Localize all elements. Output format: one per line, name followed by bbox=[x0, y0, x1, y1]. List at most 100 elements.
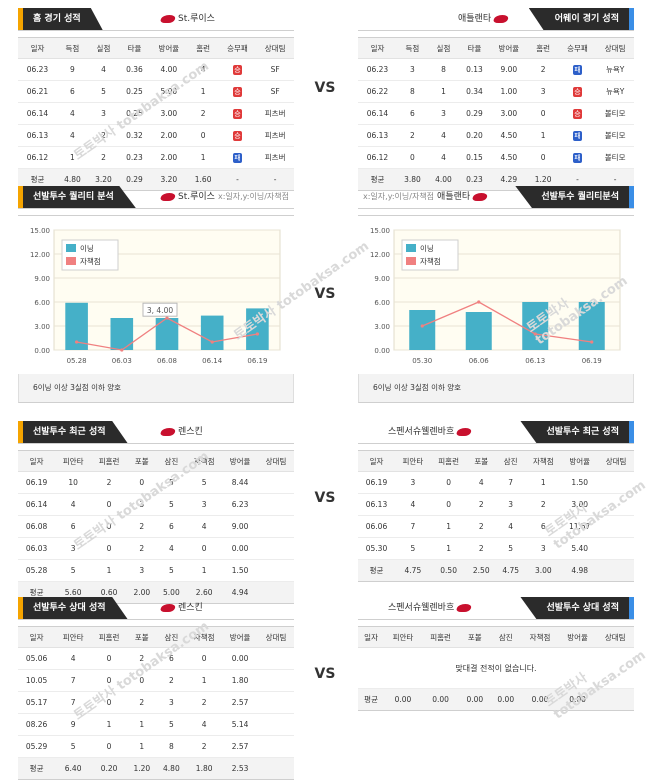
table-cell: 3 bbox=[427, 102, 459, 125]
average-cell: 1.60 bbox=[187, 168, 219, 191]
table-cell: 2 bbox=[525, 493, 562, 516]
chart-subtitle: x:일자,y:이닝/자책점 bbox=[217, 192, 289, 201]
column-header: 일자 bbox=[358, 626, 385, 648]
earned-runs-point bbox=[120, 348, 124, 352]
column-header: 자책점 bbox=[186, 626, 223, 648]
x-tick-label: 06.19 bbox=[247, 357, 267, 365]
table-cell: 3.00 bbox=[561, 493, 599, 516]
average-cell: 3.20 bbox=[149, 168, 188, 191]
panel-header: 선발투수 최근 성적 렌스킨 bbox=[18, 421, 294, 444]
table-cell: 0 bbox=[91, 669, 127, 692]
pitcher-quality-panel-right: x:일자,y:이닝/자책점 애틀랜타 선발투수 퀄리티분석 0.00 3.00 6.0… bbox=[358, 186, 634, 403]
braves-logo-icon bbox=[455, 427, 473, 436]
table-header-row: 일자 피안타 피홈런 포볼 삼진 자책점 방어율 상대팀 bbox=[358, 626, 634, 648]
average-cell: 3.80 bbox=[396, 168, 428, 191]
table-cell: 뉴욕Y bbox=[596, 58, 634, 81]
column-header: 승무패 bbox=[218, 37, 257, 59]
average-row: 평균 0.00 0.00 0.00 0.00 0.00 0.00 bbox=[358, 688, 634, 711]
legend-label: 이닝 bbox=[80, 243, 94, 253]
column-header: 일자 bbox=[358, 37, 397, 59]
table-row: 06.08 6 0 2 6 4 9.00 bbox=[18, 515, 294, 538]
team-label: 렌스킨 bbox=[158, 597, 203, 619]
x-tick-label: 06.13 bbox=[525, 357, 545, 365]
column-header: 상대팀 bbox=[256, 37, 294, 59]
table-cell: 06.14 bbox=[18, 493, 56, 516]
earned-runs-point bbox=[255, 332, 259, 336]
table-cell: 0.20 bbox=[458, 124, 490, 147]
panel-title: 선발투수 최근 성적 bbox=[18, 421, 128, 443]
table-cell: 4 bbox=[56, 124, 88, 147]
average-cell: 4.00 bbox=[427, 168, 459, 191]
average-cell: 2.50 bbox=[466, 559, 496, 582]
x-tick-label: 06.14 bbox=[202, 357, 223, 365]
column-header: 자책점 bbox=[525, 450, 562, 472]
x-tick-label: 06.06 bbox=[469, 357, 490, 365]
earned-runs-point bbox=[165, 316, 169, 320]
table-cell: 0 bbox=[91, 647, 127, 670]
table-cell: 1 bbox=[91, 713, 127, 736]
average-cell: 3.00 bbox=[525, 559, 562, 582]
table-cell: 0.34 bbox=[458, 80, 490, 103]
table-cell: 6 bbox=[156, 515, 187, 538]
table-cell: 1 bbox=[127, 713, 157, 736]
table-cell: 3.00 bbox=[149, 102, 188, 125]
table-cell: 2 bbox=[127, 515, 157, 538]
table-cell: 0 bbox=[187, 124, 219, 147]
earned-runs-point bbox=[477, 300, 481, 304]
team-name: St.루이스 bbox=[178, 14, 215, 24]
table-cell: 2.00 bbox=[149, 146, 188, 169]
panel-title: 선발투수 최근 성적 bbox=[520, 421, 634, 443]
average-cell: - bbox=[218, 168, 257, 191]
table-row: 06.21 6 5 0.25 5.00 1 승 SF bbox=[18, 80, 294, 103]
average-cell: 평균 bbox=[18, 757, 56, 780]
table-cell: 5.14 bbox=[222, 713, 259, 736]
column-header: 홈런 bbox=[527, 37, 559, 59]
y-tick-label: 6.00 bbox=[34, 299, 50, 307]
column-header: 피안타 bbox=[55, 626, 92, 648]
table-cell: 11.57 bbox=[561, 515, 599, 538]
average-cell: 4.29 bbox=[489, 168, 528, 191]
table-cell: 0 bbox=[91, 691, 127, 714]
table-cell: 4 bbox=[466, 471, 496, 494]
earned-runs-point bbox=[533, 332, 537, 336]
average-cell bbox=[598, 559, 634, 582]
table-cell: 3 bbox=[525, 537, 562, 560]
home-record-panel: 홈 경기 성적 St.루이스 일자 득점 실점 타율 방어율 홈런 승무패 상대팀 06.23 9… bbox=[18, 8, 294, 191]
result-badge: 승 bbox=[232, 108, 242, 119]
column-header: 삼진 bbox=[156, 450, 187, 472]
table-cell: 3 bbox=[156, 691, 187, 714]
table-cell: 5 bbox=[186, 471, 223, 494]
average-row: 평균 6.40 0.20 1.20 4.80 1.80 2.53 bbox=[18, 757, 294, 780]
pitcher-recent-panel-left: 선발투수 최근 성적 렌스킨 일자 피안타 피홈런 포볼 삼진 자책점 방어율 상대팀 06.1… bbox=[18, 421, 294, 604]
table-cell: 1 bbox=[186, 669, 223, 692]
legend-swatch-er bbox=[406, 257, 416, 265]
table-cell: 7 bbox=[394, 515, 431, 538]
cardinals-logo-icon bbox=[159, 192, 177, 201]
away-record-panel: 애틀랜타 어웨이 경기 성적 일자 득점 실점 타율 방어율 홈런 승무패 상대팀 06.23 3… bbox=[358, 8, 634, 191]
chart-subtitle: x:일자,y:이닝/자책점 bbox=[363, 192, 435, 201]
result-badge: 승 bbox=[572, 108, 582, 119]
panel-header: 선발투수 퀄리티 분석 St.루이스 x:일자,y:이닝/자책점 bbox=[18, 186, 294, 209]
table-cell-result: 패 bbox=[558, 58, 597, 81]
table-cell: 0.25 bbox=[118, 102, 150, 125]
table-row: 05.29 5 0 1 8 2 2.57 bbox=[18, 735, 294, 758]
table-cell: 2 bbox=[87, 124, 119, 147]
vs-label: VS bbox=[314, 490, 336, 506]
table-cell: 볼티모 bbox=[596, 102, 634, 125]
table-cell: 4 bbox=[87, 58, 119, 81]
earned-runs-point bbox=[210, 340, 214, 344]
average-cell: 2.53 bbox=[222, 757, 259, 780]
table-cell: 06.06 bbox=[358, 515, 395, 538]
table-cell: 0 bbox=[91, 735, 127, 758]
innings-bar bbox=[465, 312, 492, 350]
table-cell: 1.00 bbox=[489, 80, 528, 103]
result-badge: 승 bbox=[232, 64, 242, 75]
column-header: 타율 bbox=[458, 37, 490, 59]
braves-logo-icon bbox=[471, 192, 489, 201]
table-cell: 1 bbox=[427, 80, 459, 103]
table-cell: 0 bbox=[127, 669, 157, 692]
column-header: 포볼 bbox=[127, 450, 157, 472]
table-row: 05.30 5 1 2 5 3 5.40 bbox=[358, 537, 634, 560]
table-cell: 2 bbox=[186, 735, 223, 758]
table-cell: 5 bbox=[55, 735, 92, 758]
